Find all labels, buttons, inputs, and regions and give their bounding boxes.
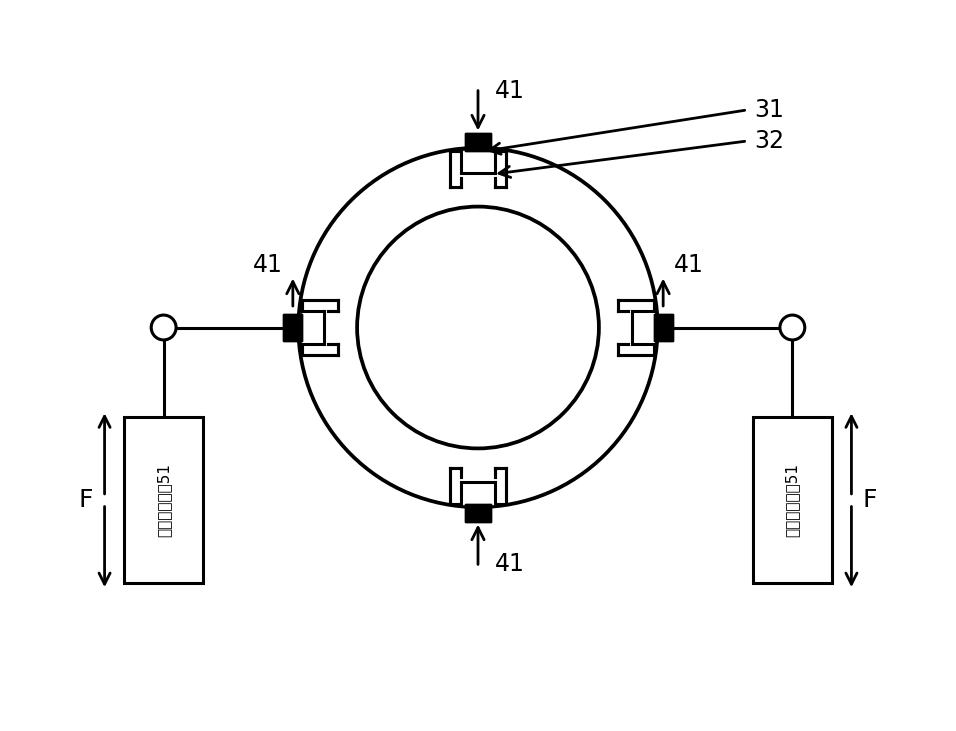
Circle shape — [358, 207, 598, 448]
Polygon shape — [283, 314, 302, 341]
FancyBboxPatch shape — [752, 417, 832, 583]
Text: 41: 41 — [495, 552, 525, 576]
Circle shape — [298, 148, 658, 507]
Polygon shape — [632, 311, 654, 344]
Polygon shape — [302, 311, 324, 344]
Polygon shape — [302, 300, 337, 355]
Polygon shape — [465, 132, 491, 151]
Polygon shape — [462, 151, 494, 173]
Text: 41: 41 — [252, 254, 282, 277]
Text: 直线电机模块51: 直线电机模块51 — [785, 463, 800, 537]
Polygon shape — [465, 504, 491, 523]
Circle shape — [151, 315, 176, 340]
Polygon shape — [654, 314, 673, 341]
Text: F: F — [863, 488, 878, 512]
Polygon shape — [462, 482, 494, 504]
Text: 32: 32 — [754, 129, 784, 153]
Polygon shape — [450, 468, 506, 504]
Polygon shape — [465, 504, 491, 523]
Polygon shape — [465, 132, 491, 151]
Text: 31: 31 — [754, 98, 784, 122]
Text: 41: 41 — [674, 254, 704, 277]
Polygon shape — [283, 314, 302, 341]
Polygon shape — [450, 151, 506, 187]
Polygon shape — [654, 314, 673, 341]
Text: 直线电机模块51: 直线电机模块51 — [156, 463, 171, 537]
Circle shape — [780, 315, 805, 340]
Text: 41: 41 — [495, 79, 525, 103]
FancyBboxPatch shape — [124, 417, 204, 583]
Text: F: F — [78, 488, 93, 512]
Polygon shape — [619, 300, 654, 355]
